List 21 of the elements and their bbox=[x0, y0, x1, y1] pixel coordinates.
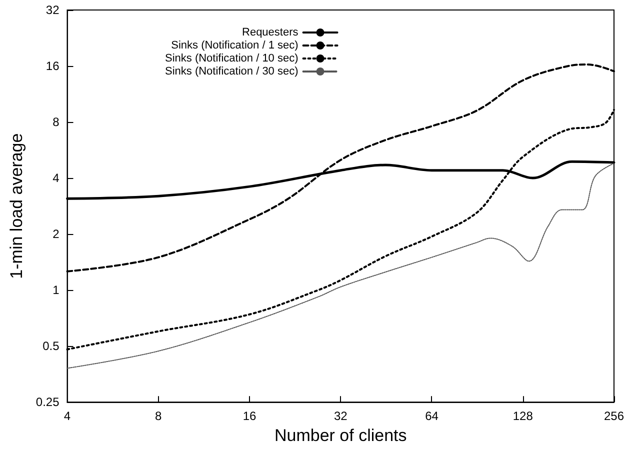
y-tick-label: 32 bbox=[46, 3, 60, 17]
legend-label: Sinks (Notification / 30 sec) bbox=[164, 66, 298, 78]
y-tick-label: 4 bbox=[52, 171, 60, 186]
x-tick-label: 8 bbox=[155, 409, 162, 424]
y-tick-label: 2 bbox=[52, 227, 60, 242]
y-tick-label: 16 bbox=[46, 59, 60, 74]
x-tick-label: 128 bbox=[512, 409, 534, 424]
x-tick-label: 256 bbox=[604, 409, 624, 424]
y-tick-label: 0.5 bbox=[42, 339, 60, 354]
y-tick-label: 1 bbox=[52, 283, 60, 298]
legend-label: Requesters bbox=[242, 26, 299, 38]
legend-label: Sinks (Notification / 1 sec) bbox=[171, 40, 298, 52]
legend-label: Sinks (Notification / 10 sec) bbox=[164, 52, 298, 64]
y-tick-label: 8 bbox=[52, 115, 60, 130]
x-tick-label: 64 bbox=[425, 409, 439, 424]
x-tick-label: 16 bbox=[242, 409, 256, 424]
x-axis-title: Number of clients bbox=[274, 426, 407, 445]
y-axis-title: 1-min load average bbox=[7, 133, 26, 279]
y-tick-label: 0.25 bbox=[36, 395, 60, 410]
x-tick-label: 32 bbox=[334, 409, 348, 424]
x-tick-label: 4 bbox=[64, 409, 71, 424]
